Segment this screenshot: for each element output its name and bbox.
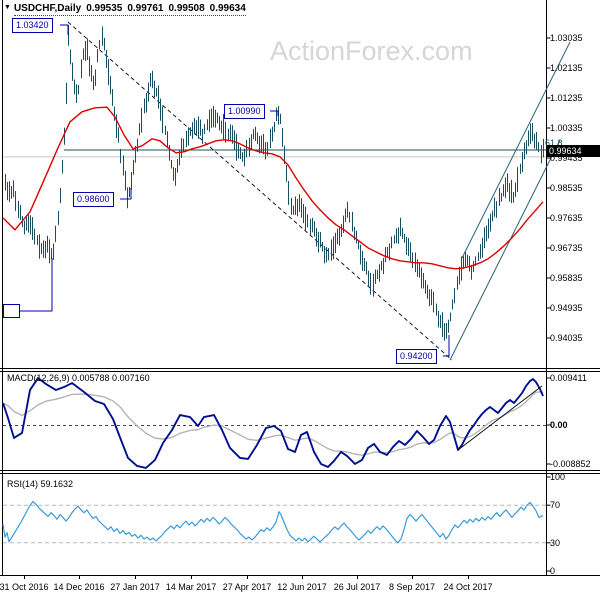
- close-value: 0.99634: [209, 3, 246, 14]
- date-tick-label: 24 Oct 2017: [443, 582, 493, 592]
- axis-tick-label: 0.98535: [550, 183, 583, 193]
- axis-tick-label: 70: [550, 500, 561, 511]
- watermark: ActionForex.com: [270, 36, 473, 66]
- axis-tick-label: 100: [550, 472, 566, 482]
- date-tick-label: 31 Oct 2016: [0, 582, 49, 592]
- axis-tick-label: 1.01235: [550, 93, 583, 103]
- date-tick-label: 27 Jan 2017: [110, 582, 160, 592]
- price-label-1-0342[interactable]: 1.03420: [12, 18, 53, 33]
- axis-tick-label: 30: [550, 537, 561, 548]
- price-label-1-0099[interactable]: 1.00990: [224, 104, 265, 119]
- axis-tick-label: 0.94935: [550, 303, 583, 313]
- low-value: 0.99508: [168, 3, 205, 14]
- rsi-indicator-label: RSI(14) 59.1632: [7, 479, 74, 489]
- current-price-tag: 0.99634: [547, 145, 600, 157]
- axis-tick-label: -0.008852: [550, 459, 591, 469]
- fib-61-8-label: 61.8: [545, 138, 563, 148]
- dropdown-arrow-icon[interactable]: ▼: [4, 4, 11, 11]
- axis-tick-label: 0.96735: [550, 243, 583, 253]
- price-label-clipped[interactable]: [3, 304, 20, 318]
- macd-indicator-label: MACD(12,26,9) 0.005788 0.007160: [7, 373, 150, 383]
- axis-tick-label: 0.95835: [550, 273, 583, 283]
- high-value: 0.99761: [127, 3, 164, 14]
- symbol-name: USDCHF,Daily: [13, 3, 82, 14]
- date-tick-label: 27 Apr 2017: [222, 582, 272, 592]
- date-tick-label: 8 Sep 2017: [388, 582, 436, 592]
- axis-tick-label: 0: [550, 566, 556, 576]
- price-label-0-9860[interactable]: 0.98600: [73, 192, 114, 207]
- axis-tick-label: 0.99435: [550, 153, 583, 163]
- axis-tick-label: 1.02135: [550, 63, 583, 73]
- axis-tick-label: 1.00335: [550, 123, 583, 133]
- axis-tick-label: 1.03035: [550, 33, 583, 43]
- symbol-header: ▼ USDCHF,Daily 0.99535 0.99761 0.99508 0.9963…: [4, 3, 246, 16]
- axis-tick-label: 0.009411: [550, 373, 587, 383]
- date-tick-label: 14 Mar 2017: [165, 582, 217, 592]
- open-value: 0.99535: [86, 3, 123, 14]
- axis-tick-label: 0.00: [550, 420, 568, 430]
- date-tick-label: 12 Jun 2017: [277, 582, 327, 592]
- date-tick-label: 14 Dec 2016: [53, 582, 105, 592]
- axis-tick-label: 0.97635: [550, 213, 583, 223]
- date-tick-label: 26 Jul 2017: [333, 582, 381, 592]
- price-label-0-9420[interactable]: 0.94200: [396, 349, 437, 364]
- axis-tick-label: 0.94035: [550, 333, 583, 343]
